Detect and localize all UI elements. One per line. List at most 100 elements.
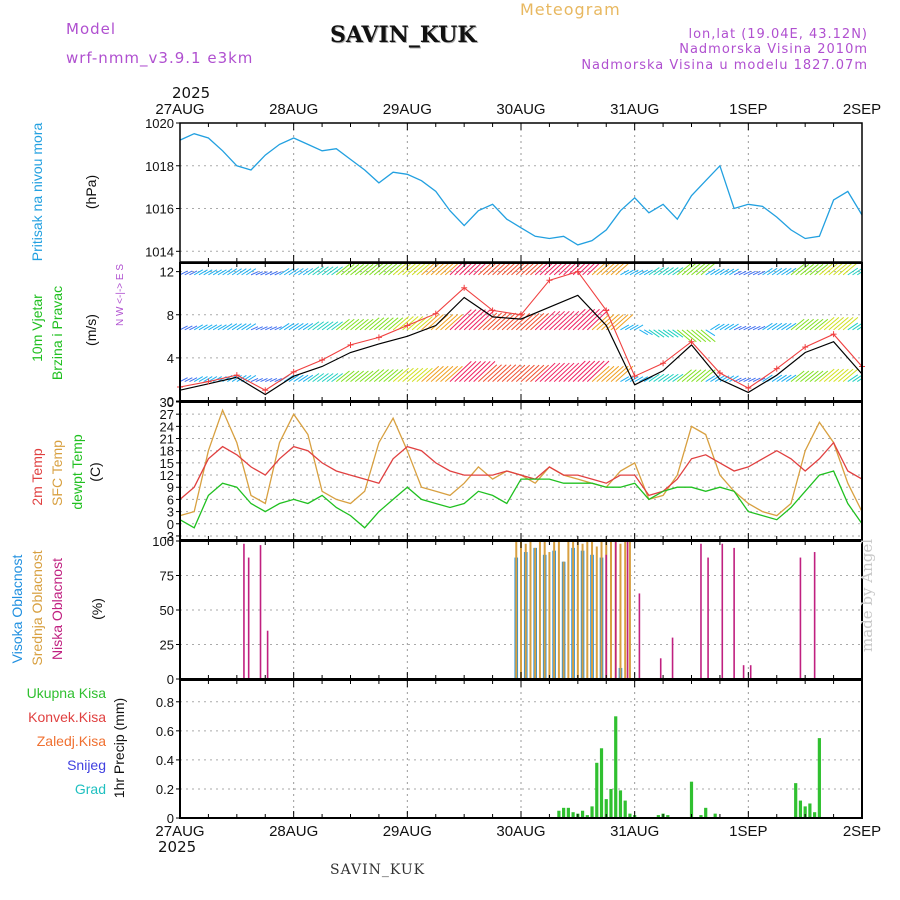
precip-bar — [656, 815, 660, 818]
wind-arrow — [605, 263, 621, 276]
wind-arrow — [781, 374, 792, 383]
wind-arrow — [331, 321, 343, 331]
wind-arrow — [520, 364, 540, 382]
meteogram-title: Meteogram — [520, 0, 621, 19]
wind-arrow — [492, 364, 512, 382]
precip-legend-item: Ukupna Kisa — [27, 685, 107, 701]
y-tick-label: 0 — [167, 394, 174, 409]
wind-arrow — [492, 312, 512, 331]
wind-arrow — [392, 316, 410, 331]
wind-arrow — [672, 373, 684, 383]
wind-arrow — [435, 314, 454, 331]
cloud-side-label-2: Srednja Oblacnost — [29, 550, 45, 665]
wind-arrow — [180, 377, 188, 383]
wind-arrow — [279, 323, 290, 331]
wind-arrow — [695, 329, 711, 343]
wind-arrow — [771, 267, 783, 276]
wind-arrow — [785, 267, 797, 276]
time-label-bottom: 1SEP — [729, 823, 767, 840]
wind-arrow — [615, 365, 634, 382]
y-tick-label: 8 — [167, 308, 174, 323]
wind-arrow — [421, 365, 440, 382]
wind-arrow — [676, 369, 692, 382]
wind-arrow — [804, 370, 819, 382]
wind-arrow — [241, 268, 252, 276]
wind-arrow — [321, 373, 334, 382]
wind-arrow — [833, 263, 849, 276]
wind-arrow — [298, 323, 309, 331]
wind-arrow — [738, 270, 747, 276]
wind-arrow — [312, 266, 325, 276]
wind-arrow — [568, 360, 591, 382]
wind-arrow — [496, 312, 517, 331]
y-tick-label: 0.8 — [156, 695, 174, 710]
low-cloud-bar — [626, 541, 629, 679]
wind-arrow — [624, 269, 634, 276]
wind-arrow — [373, 263, 389, 276]
wind-arrow — [425, 314, 444, 331]
wind-arrow — [269, 326, 278, 331]
wind-arrow — [539, 310, 561, 331]
wind-arrow — [842, 368, 859, 382]
wind-arrow — [473, 263, 487, 276]
y-tick-label: -3 — [162, 529, 174, 544]
wind-arrow — [416, 367, 433, 382]
wind-arrow — [809, 318, 824, 331]
wind-arrow — [691, 369, 707, 382]
wind-arrow — [246, 323, 257, 331]
low-cloud-bar — [614, 541, 617, 679]
wind-arrow — [180, 270, 188, 276]
wind-arrow — [473, 360, 496, 382]
y-tick-label: 9 — [167, 480, 174, 495]
y-tick-label: 1014 — [145, 244, 174, 259]
mid-cloud-bar — [543, 541, 546, 679]
wind-arrow — [634, 269, 644, 276]
wind-arrow — [837, 368, 854, 382]
wind-arrow — [425, 263, 441, 276]
wind-arrow — [515, 313, 535, 331]
precip-bar — [623, 800, 627, 818]
wind-arrow — [501, 364, 521, 382]
wind-arrow — [326, 321, 339, 331]
precip-legend-item: Grad — [75, 781, 106, 797]
wind-arrow — [373, 317, 389, 331]
wind-arrow — [700, 329, 716, 343]
wind-arrow — [620, 324, 630, 331]
wind-arrow — [193, 324, 204, 331]
wind-arrow — [354, 370, 369, 382]
wind-arrow — [388, 263, 404, 276]
time-label-bottom: 31AUG — [610, 823, 659, 840]
wind-arrow — [662, 329, 674, 338]
wind-arrow — [530, 263, 545, 276]
wind-arrow — [695, 263, 711, 276]
wind-arrow — [520, 263, 535, 276]
low-cloud-bar — [605, 554, 608, 679]
wind-arrow — [842, 317, 859, 331]
wind-arrow — [748, 377, 756, 383]
wind-arrow — [724, 268, 735, 276]
low-cloud-bar — [671, 637, 674, 679]
wind-arrow — [335, 318, 350, 331]
wind-arrow — [549, 310, 570, 331]
wind-arrow — [378, 317, 394, 331]
y-tick-label: 27 — [160, 407, 174, 422]
wind-arrow — [861, 273, 863, 276]
wind-arrow — [634, 324, 644, 331]
wind-arrow — [350, 318, 365, 331]
wind-arrow — [369, 263, 385, 276]
wind-arrow — [449, 360, 472, 382]
y-tick-label: 75 — [160, 569, 174, 584]
wind-arrow — [440, 263, 455, 276]
wind-arrow — [691, 263, 707, 276]
wind-arrow — [492, 263, 507, 276]
wind-arrow — [274, 326, 282, 331]
wind-arrow — [667, 329, 679, 338]
wind-arrow — [388, 317, 404, 331]
wind-arrow — [643, 269, 653, 276]
wind-arrow — [658, 267, 670, 276]
wind-arrow — [340, 370, 355, 382]
y-tick-label: 1020 — [145, 116, 174, 131]
wind-arrow — [189, 325, 198, 331]
wind-arrow — [586, 360, 610, 382]
mid-cloud-bar — [562, 561, 565, 679]
